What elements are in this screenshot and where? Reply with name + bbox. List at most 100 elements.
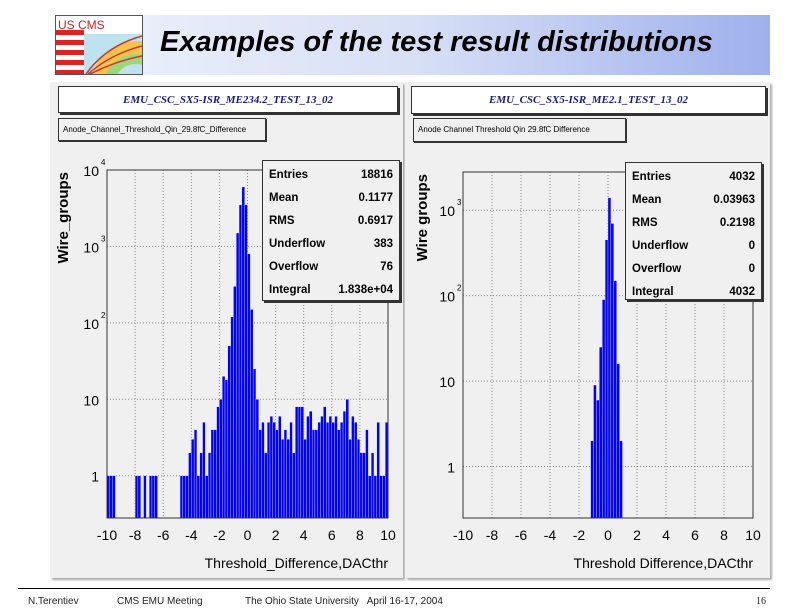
histogram-bar	[613, 280, 617, 519]
stats-label: Entries	[632, 170, 671, 183]
stats-row-entries: Entries 4032	[632, 165, 755, 188]
histogram-bar	[373, 475, 377, 519]
uscms-logo: US CMS	[55, 15, 143, 75]
slide-header	[55, 15, 770, 75]
y-tick-label: 10	[83, 239, 99, 255]
histogram-bar	[182, 475, 186, 519]
stats-value: 0.2198	[719, 216, 755, 229]
histogram-bar	[250, 309, 254, 519]
histogram-bar	[345, 399, 349, 519]
stats-row-mean: Mean 0.1177	[269, 186, 393, 209]
footer-divider	[18, 588, 770, 589]
histogram-bar	[311, 429, 316, 519]
x-tick-label: 4	[662, 527, 670, 543]
histogram-bar	[354, 422, 358, 519]
stats-row-entries: Entries 18816	[269, 163, 393, 186]
y-axis-label: Wire groups	[414, 174, 431, 261]
histogram-bar	[252, 368, 257, 519]
histogram-bar	[281, 439, 285, 519]
stats-value: 1.838e+04	[338, 283, 393, 296]
histogram-title: Anode Channel Threshold Qin 29.8fC Diffe…	[413, 118, 626, 142]
histogram-bar	[306, 416, 310, 519]
y-tick-exponent: 4	[101, 158, 106, 167]
stats-value: 4032	[729, 170, 755, 183]
histogram-bar	[317, 422, 321, 519]
x-tick-label: 8	[356, 527, 364, 543]
x-tick-label: 10	[380, 527, 396, 543]
histogram-bar	[359, 452, 363, 519]
x-tick-label: 0	[604, 527, 612, 543]
histogram-bar	[340, 422, 344, 519]
y-tick-exponent: 3	[101, 234, 106, 243]
x-tick-label: -8	[486, 527, 499, 543]
histogram-bar	[216, 406, 220, 519]
x-tick-label: -2	[573, 527, 586, 543]
x-tick-label: 2	[633, 527, 641, 543]
stats-row-rms: RMS 0.2198	[632, 211, 755, 234]
histogram-bar	[247, 253, 251, 519]
stats-label: RMS	[632, 216, 658, 229]
histogram-bar	[261, 422, 265, 519]
histogram-bar	[179, 475, 184, 519]
y-tick-label: 10	[83, 163, 99, 179]
y-tick-label: 1	[447, 460, 455, 476]
histogram-bar	[238, 204, 243, 519]
stats-label: Integral	[269, 283, 311, 296]
histogram-bar	[314, 429, 318, 519]
uscms-logo-icon: US CMS	[56, 16, 142, 74]
x-tick-label: 4	[300, 527, 308, 543]
histogram-bar	[599, 346, 603, 519]
histogram-bar	[272, 422, 276, 519]
histogram-bar	[267, 422, 271, 519]
plot-border	[106, 169, 389, 519]
histogram-bar	[292, 452, 296, 519]
stats-value: 76	[380, 260, 393, 273]
histogram-bar	[328, 416, 332, 519]
histogram-bar	[222, 376, 226, 519]
histogram-bar	[334, 416, 338, 519]
canvas-title: EMU_CSC_SX5-ISR_ME234.2_TEST_13_02	[58, 86, 398, 113]
x-tick-label: 10	[745, 527, 761, 543]
y-tick-label: 10	[439, 374, 455, 390]
x-tick-label: 2	[272, 527, 280, 543]
histogram-bar	[188, 452, 192, 519]
histogram-bar	[297, 406, 302, 519]
histogram-bar	[137, 475, 141, 519]
histogram-bar	[230, 316, 234, 519]
stats-label: Underflow	[632, 239, 689, 252]
histogram-bar	[289, 422, 293, 519]
stats-label: Mean	[632, 193, 662, 206]
x-tick-label: -8	[129, 527, 142, 543]
y-tick-label: 10	[83, 392, 99, 408]
x-tick-label: 6	[328, 527, 336, 543]
histogram-bar	[370, 452, 375, 519]
stats-value: 18816	[361, 168, 393, 181]
histogram-bar	[264, 452, 268, 519]
histogram-bar	[255, 399, 259, 519]
histogram-bar	[151, 475, 155, 519]
stats-label: RMS	[269, 214, 295, 227]
y-tick-label: 1	[91, 469, 99, 485]
histogram-bar	[213, 429, 217, 519]
histogram-bar	[300, 406, 304, 519]
histogram-bar	[143, 475, 147, 519]
histogram-bar	[303, 439, 307, 519]
x-tick-label: 0	[244, 527, 252, 543]
histogram-bar	[379, 475, 383, 519]
histogram-left: -10 -8 -6 -4 -2 0 2 4 6 8 10110102103104Threshold_…	[55, 158, 396, 571]
histogram-bar	[382, 475, 386, 519]
stats-value: 4032	[729, 285, 755, 298]
stats-row-underflow: Underflow 383	[269, 232, 393, 255]
histogram-bar	[320, 416, 324, 519]
x-tick-label: -6	[157, 527, 170, 543]
stats-value: 0	[748, 262, 755, 275]
histogram-bar	[202, 422, 206, 519]
histogram-bar	[134, 475, 139, 519]
histogram-bar	[210, 429, 214, 519]
histogram-bar	[376, 422, 380, 519]
histogram-bar	[590, 440, 594, 519]
stats-label: Overflow	[632, 262, 682, 275]
histogram-bar	[196, 475, 200, 519]
y-tick-exponent: 2	[457, 284, 462, 293]
